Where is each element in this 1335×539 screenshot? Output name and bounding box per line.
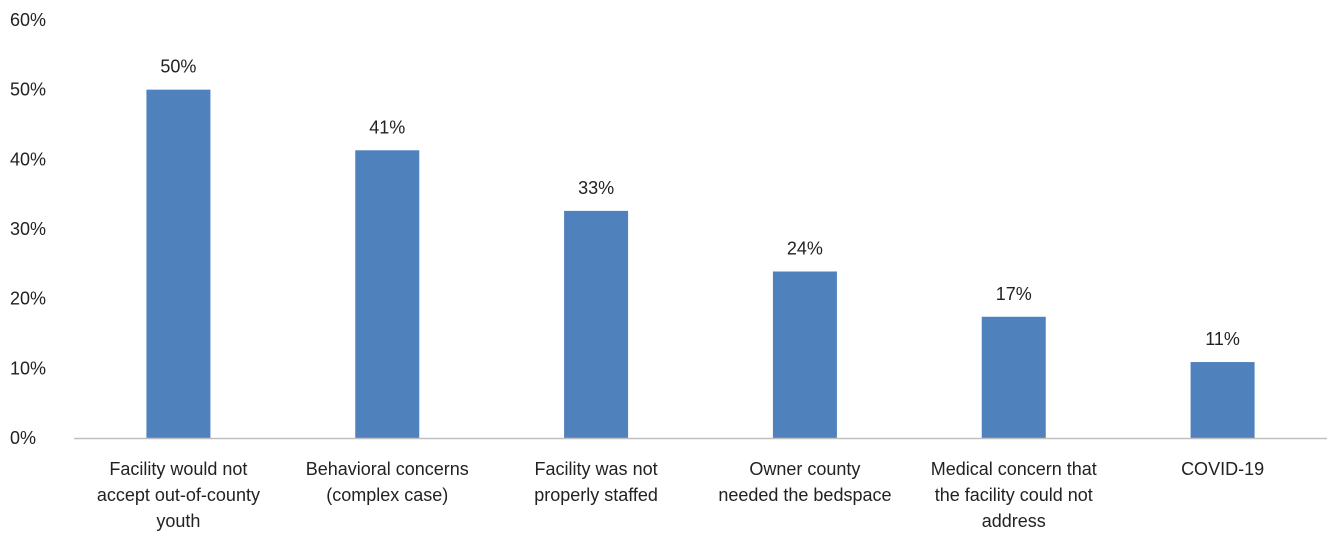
bar — [981, 316, 1046, 438]
data-label: 33% — [578, 178, 614, 198]
bar — [355, 150, 420, 438]
bar — [772, 271, 837, 438]
bar — [564, 210, 629, 438]
category-label-line: COVID-19 — [1181, 459, 1264, 479]
data-label: 24% — [787, 238, 823, 258]
category-label: Facility would not accept out-of-county yo… — [97, 459, 260, 531]
category-label-line: needed the bedspace — [718, 485, 891, 505]
bar — [146, 89, 211, 439]
category-label: COVID-19 — [1181, 459, 1264, 479]
category-label: Behavioral concerns (complex case) — [306, 459, 469, 505]
category-label-line: youth — [156, 511, 200, 531]
y-tick-label: 0% — [10, 428, 36, 448]
data-label: 17% — [996, 284, 1032, 304]
category-label-line: accept out-of-county — [97, 485, 260, 505]
category-label-line: Facility was not — [535, 459, 658, 479]
category-label: Facility was not properly staffed — [534, 459, 658, 505]
y-tick-label: 40% — [10, 149, 46, 169]
y-axis-ticks: 0% 10% 20% 30% 40% 50% 60% — [10, 10, 46, 448]
category-label-line: address — [982, 511, 1046, 531]
category-label: Owner county needed the bedspace — [718, 459, 891, 505]
category-label-line: properly staffed — [534, 485, 658, 505]
category-label-line: Behavioral concerns — [306, 459, 469, 479]
data-labels: 50% 41% 33% 24% 17% 11% — [160, 57, 1240, 349]
y-tick-label: 10% — [10, 358, 46, 378]
category-label-line: (complex case) — [326, 485, 448, 505]
category-label-line: the facility could not — [935, 485, 1093, 505]
data-label: 11% — [1205, 329, 1240, 349]
bars — [146, 89, 1255, 439]
data-label: 50% — [160, 57, 196, 77]
category-label: Medical concern that the facility could n… — [931, 459, 1097, 531]
category-label-line: Owner county — [749, 459, 860, 479]
y-tick-label: 60% — [10, 10, 46, 30]
category-label-line: Facility would not — [109, 459, 247, 479]
data-label: 41% — [369, 117, 405, 137]
y-tick-label: 20% — [10, 289, 46, 309]
category-labels: Facility would not accept out-of-county yo… — [97, 459, 1264, 531]
y-tick-label: 30% — [10, 219, 46, 239]
y-tick-label: 50% — [10, 80, 46, 100]
category-label-line: Medical concern that — [931, 459, 1097, 479]
bar — [1190, 362, 1255, 438]
